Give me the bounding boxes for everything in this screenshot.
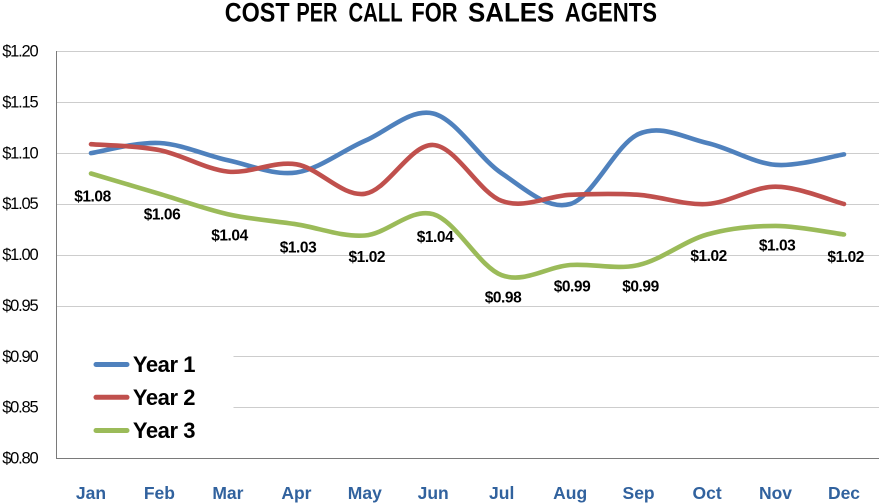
svg-text:FOR: FOR [411,0,457,28]
svg-text:$0.98: $0.98 [485,290,522,307]
svg-text:Year 3: Year 3 [133,418,195,443]
svg-text:$1.05: $1.05 [2,195,38,213]
svg-text:$1.15: $1.15 [2,94,38,112]
svg-text:$1.03: $1.03 [280,239,317,256]
svg-text:$0.90: $0.90 [2,348,38,366]
svg-text:Nov: Nov [759,483,792,503]
svg-text:$0.85: $0.85 [2,399,38,417]
svg-text:$1.02: $1.02 [349,249,386,266]
svg-text:$1.04: $1.04 [211,228,248,245]
svg-text:SALES: SALES [468,0,554,28]
svg-text:$1.06: $1.06 [144,206,181,223]
svg-text:$1.02: $1.02 [827,249,864,266]
svg-text:AGENTS: AGENTS [565,0,657,28]
svg-text:Year 2: Year 2 [133,385,195,410]
svg-text:PER: PER [296,0,337,28]
svg-text:May: May [348,483,382,503]
svg-text:Apr: Apr [281,483,311,503]
svg-text:$1.20: $1.20 [2,43,38,61]
svg-text:Jan: Jan [76,483,106,503]
svg-text:$0.95: $0.95 [2,297,38,315]
svg-text:$1.02: $1.02 [690,248,727,265]
svg-text:$0.99: $0.99 [622,279,659,296]
svg-text:Sep: Sep [623,483,655,503]
svg-text:Dec: Dec [828,483,860,503]
svg-text:Aug: Aug [553,483,587,503]
svg-text:Oct: Oct [693,483,722,503]
svg-text:Jun: Jun [418,483,449,503]
svg-text:$1.03: $1.03 [759,238,796,255]
svg-text:Jul: Jul [489,483,514,503]
svg-text:$1.04: $1.04 [417,229,454,246]
svg-text:$1.00: $1.00 [2,246,38,264]
svg-text:$1.08: $1.08 [74,189,111,206]
svg-text:$1.10: $1.10 [2,144,38,162]
svg-text:Mar: Mar [212,483,243,503]
svg-text:Year 1: Year 1 [133,352,195,377]
svg-text:$0.99: $0.99 [554,279,591,296]
svg-text:$0.80: $0.80 [2,450,38,468]
svg-text:Feb: Feb [144,483,175,503]
svg-text:CALL: CALL [349,0,403,28]
svg-text:COST: COST [225,0,290,28]
